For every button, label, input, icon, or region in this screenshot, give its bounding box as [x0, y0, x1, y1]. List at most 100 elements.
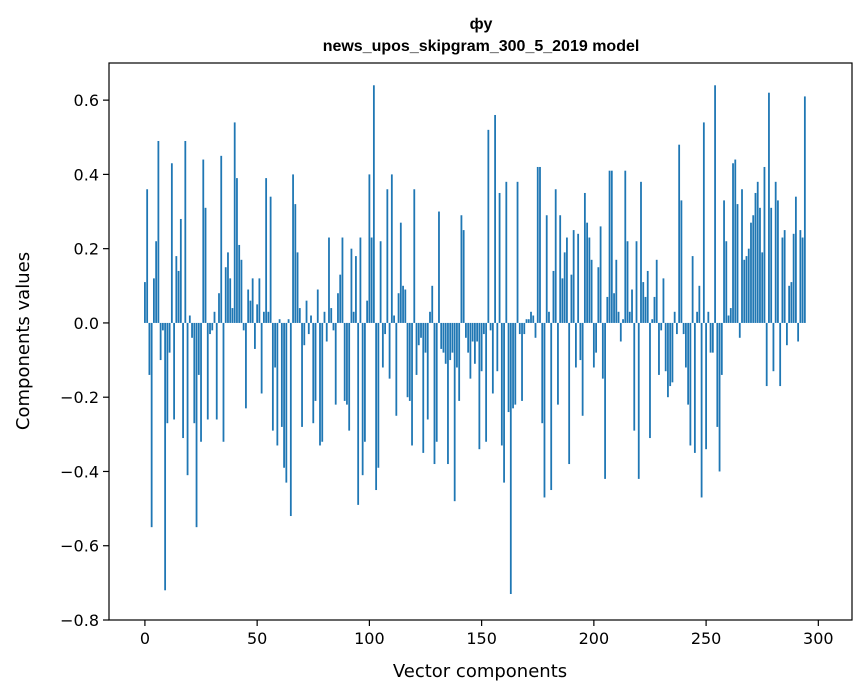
bar — [509, 322, 512, 595]
bar — [240, 259, 243, 323]
bar — [734, 159, 737, 323]
bar — [361, 322, 364, 476]
bar — [779, 322, 782, 387]
bar — [269, 196, 272, 323]
bar — [803, 96, 806, 323]
bar — [628, 311, 631, 323]
bar — [752, 215, 755, 323]
bar — [709, 322, 712, 353]
bar — [453, 322, 456, 502]
bar — [667, 322, 669, 398]
bar — [350, 248, 353, 323]
bar — [384, 322, 386, 335]
bar — [503, 322, 505, 483]
bar — [363, 322, 366, 442]
bar — [303, 322, 306, 346]
bar — [328, 237, 330, 323]
bar — [606, 296, 609, 323]
bar — [676, 322, 678, 335]
bar — [462, 230, 465, 323]
y-tick-label: 0.6 — [74, 91, 99, 110]
bar — [357, 322, 360, 505]
bar — [321, 322, 324, 442]
bar — [597, 267, 600, 323]
bar — [370, 237, 373, 323]
bar — [294, 204, 297, 323]
bar — [781, 237, 784, 323]
bar — [763, 166, 766, 323]
y-tick-label: 0.4 — [74, 165, 99, 184]
bar — [642, 282, 645, 323]
bar — [473, 322, 476, 364]
bar — [768, 92, 770, 323]
bar — [682, 322, 685, 335]
bar — [626, 241, 629, 323]
bar — [548, 311, 550, 323]
x-axis-ticks: 0 50 100 150 200 250 300 — [140, 620, 834, 648]
bar — [249, 300, 252, 323]
bar — [552, 270, 555, 323]
bar — [741, 189, 743, 323]
bar — [774, 181, 777, 323]
bar — [159, 322, 162, 361]
bar — [615, 259, 618, 323]
bar — [148, 322, 151, 375]
bar — [534, 322, 537, 338]
bar — [177, 270, 180, 323]
bar — [204, 207, 207, 323]
bar — [610, 170, 613, 323]
bar — [588, 237, 591, 323]
bar — [164, 322, 167, 591]
bar — [395, 322, 398, 416]
bar — [449, 322, 452, 361]
bar — [231, 308, 234, 323]
bar — [689, 322, 692, 446]
bar — [718, 322, 721, 472]
bar — [732, 163, 734, 323]
bar — [280, 322, 283, 427]
bar — [527, 319, 530, 323]
bar — [229, 278, 232, 323]
bar — [287, 319, 290, 323]
bar — [458, 322, 461, 401]
x-axis-label: Vector components — [393, 661, 567, 682]
bar — [213, 311, 216, 323]
bar — [750, 222, 752, 323]
bar — [337, 293, 339, 323]
bar — [283, 322, 285, 468]
bar — [411, 322, 413, 446]
bar — [197, 322, 200, 375]
bar — [404, 289, 407, 323]
bar — [431, 285, 434, 323]
bar — [577, 233, 580, 323]
bar — [435, 322, 438, 442]
bar — [738, 322, 741, 338]
bar — [644, 296, 647, 323]
bar — [310, 315, 312, 323]
bar — [334, 322, 337, 405]
bar — [267, 311, 270, 323]
bar — [415, 322, 418, 375]
bar — [402, 285, 404, 323]
bar — [352, 311, 355, 323]
bar — [314, 322, 317, 401]
bar — [233, 122, 236, 323]
bar — [792, 233, 795, 323]
bar — [745, 256, 748, 323]
bar — [467, 322, 470, 353]
bar — [325, 322, 328, 342]
bar — [179, 218, 182, 323]
bar — [381, 322, 384, 368]
bar — [765, 322, 768, 387]
bar — [660, 322, 663, 331]
bar — [408, 322, 411, 401]
y-tick-label: 0.0 — [74, 314, 99, 333]
bar — [166, 322, 169, 424]
bar — [144, 282, 146, 323]
bar — [554, 189, 557, 323]
bar — [575, 322, 577, 368]
bar — [736, 204, 739, 323]
x-tick-label: 0 — [140, 629, 150, 648]
bar — [725, 241, 728, 323]
bar — [150, 322, 153, 528]
